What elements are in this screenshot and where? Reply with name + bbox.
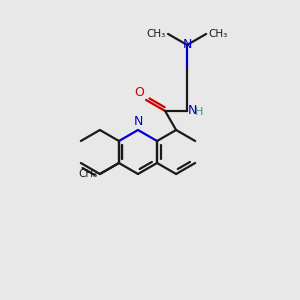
Text: CH₃: CH₃: [79, 169, 98, 179]
Text: O: O: [134, 86, 144, 99]
Text: CH₃: CH₃: [147, 29, 166, 39]
Text: H: H: [195, 107, 203, 117]
Text: CH₃: CH₃: [208, 29, 227, 39]
Text: N: N: [133, 115, 143, 128]
Text: N: N: [182, 38, 192, 51]
Text: N: N: [188, 104, 197, 117]
